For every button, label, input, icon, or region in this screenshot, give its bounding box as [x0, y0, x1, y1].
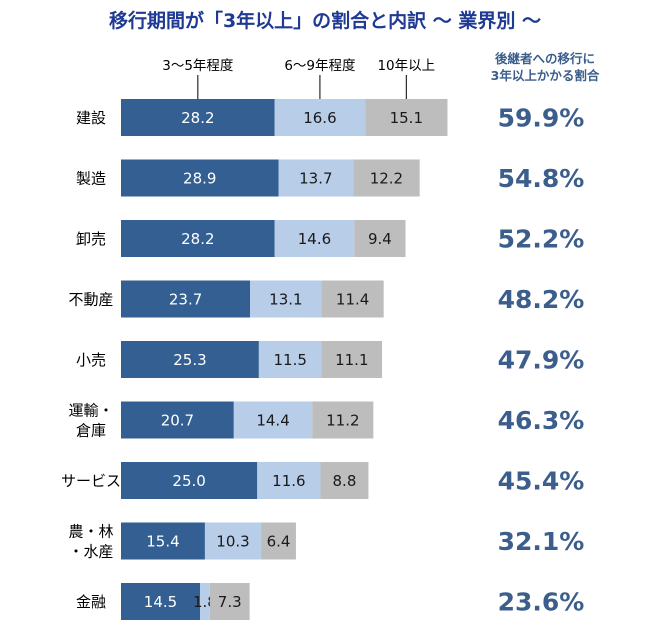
bar-segment: [365, 99, 448, 136]
bar-segment: [204, 522, 262, 560]
bar-value-label: 20.7: [161, 412, 194, 430]
ratio-label: 59.9%: [498, 104, 585, 133]
ratio-heading-line-2: 3年以上かかる割合: [490, 68, 600, 83]
bar-value-label: 25.3: [173, 351, 206, 369]
bar-value-label: 16.6: [303, 109, 336, 127]
legend: 3～5年程度 6～9年程度 10年以上: [162, 58, 435, 99]
ratio-labels: 59.9% 54.8% 52.2% 48.2% 47.9% 46.3% 45.4% 32.1%…: [498, 104, 585, 617]
bar-value-label: 8.8: [333, 472, 357, 490]
bar-segment: [121, 159, 279, 197]
category-label: 金融: [76, 593, 106, 611]
bar-segment: [312, 401, 374, 439]
bar-segment: [121, 583, 201, 620]
bar-value-label: 23.7: [169, 291, 202, 309]
bar-segment: [121, 280, 251, 318]
bar-value-label: 7.3: [218, 593, 242, 611]
legend-label: 3～5年程度: [162, 58, 233, 74]
bar-segment: [233, 401, 313, 439]
bar-value-label: 15.4: [146, 533, 179, 551]
ratio-label: 45.4%: [498, 467, 585, 496]
category-label: 不動産: [68, 291, 113, 309]
chart-title: 移行期間が「3年以上」の割合と内訳 ～ 業界別 ～: [108, 10, 542, 32]
bar-segment: [321, 341, 383, 378]
ratio-label: 54.8%: [498, 164, 585, 193]
bar-value-label: 6.4: [267, 533, 291, 551]
ratio-label: 46.3%: [498, 406, 585, 435]
bar-segment: [250, 280, 322, 318]
bar-value-label: 14.5: [144, 593, 177, 611]
category-label: 建設: [76, 109, 106, 127]
ratio-label: 23.6%: [498, 588, 585, 617]
bar-value-label: 28.9: [183, 170, 216, 188]
bar-value-label: 11.6: [272, 472, 305, 490]
bars: 28.2 16.6 15.1 28.9 13.7 12.2 28.2 14.6 9.4 23.7 1…: [121, 99, 448, 620]
bar-segment: [121, 522, 205, 560]
category-label: サービス: [61, 472, 121, 490]
bar-segment: [321, 280, 384, 318]
category-label: 倉庫: [76, 422, 106, 440]
bar-value-label: 11.1: [335, 351, 368, 369]
bar-segment: [121, 401, 234, 439]
bar-segment: [209, 583, 250, 620]
bar-value-label: 14.6: [298, 230, 331, 248]
bar-segment: [258, 341, 322, 378]
bar-segment: [354, 220, 406, 257]
bar-value-label: 10.3: [216, 533, 249, 551]
bar-segment: [121, 220, 275, 257]
category-label: 卸売: [76, 230, 106, 248]
bar-value-label: 28.2: [181, 230, 214, 248]
bar-value-label: 13.1: [269, 291, 302, 309]
bar-segment: [261, 522, 296, 560]
category-label: 農・林: [68, 523, 113, 541]
category-label: 製造: [76, 170, 106, 188]
ratio-heading-line-1: 後継者への移行に: [494, 51, 595, 66]
bar-segment: [200, 583, 210, 620]
bar-value-label: 13.7: [299, 170, 332, 188]
bar-segment: [121, 462, 258, 499]
bar-segment: [121, 99, 275, 136]
ratio-label: 52.2%: [498, 225, 585, 254]
ratio-label: 47.9%: [498, 346, 585, 375]
bar-value-label: 14.4: [256, 412, 289, 430]
legend-label: 10年以上: [377, 58, 435, 74]
bar-value-label: 12.2: [370, 170, 403, 188]
category-label: 運輸・: [68, 402, 113, 420]
bar-segment: [274, 220, 355, 257]
bar-segment: [121, 341, 259, 378]
ratio-column-heading: 後継者への移行に 3年以上かかる割合: [470, 50, 620, 84]
bar-value-label: 25.0: [172, 472, 205, 490]
legend-label: 6～9年程度: [284, 58, 355, 74]
bar-value-label: 11.5: [274, 351, 307, 369]
bar-value-label: 9.4: [368, 230, 392, 248]
category-label: ・水産: [68, 543, 113, 561]
category-label: 小売: [76, 351, 106, 369]
bar-segment: [257, 462, 321, 499]
ratio-label: 32.1%: [498, 527, 585, 556]
bar-segment: [353, 159, 420, 197]
bar-segment: [274, 99, 366, 136]
bar-segment: [278, 159, 354, 197]
bar-value-label: 11.4: [336, 291, 369, 309]
bar-value-label: 15.1: [390, 109, 423, 127]
bar-value-label: 11.2: [326, 412, 359, 430]
bar-value-label: 28.2: [181, 109, 214, 127]
bar-segment: [320, 462, 369, 499]
ratio-label: 48.2%: [498, 285, 585, 314]
